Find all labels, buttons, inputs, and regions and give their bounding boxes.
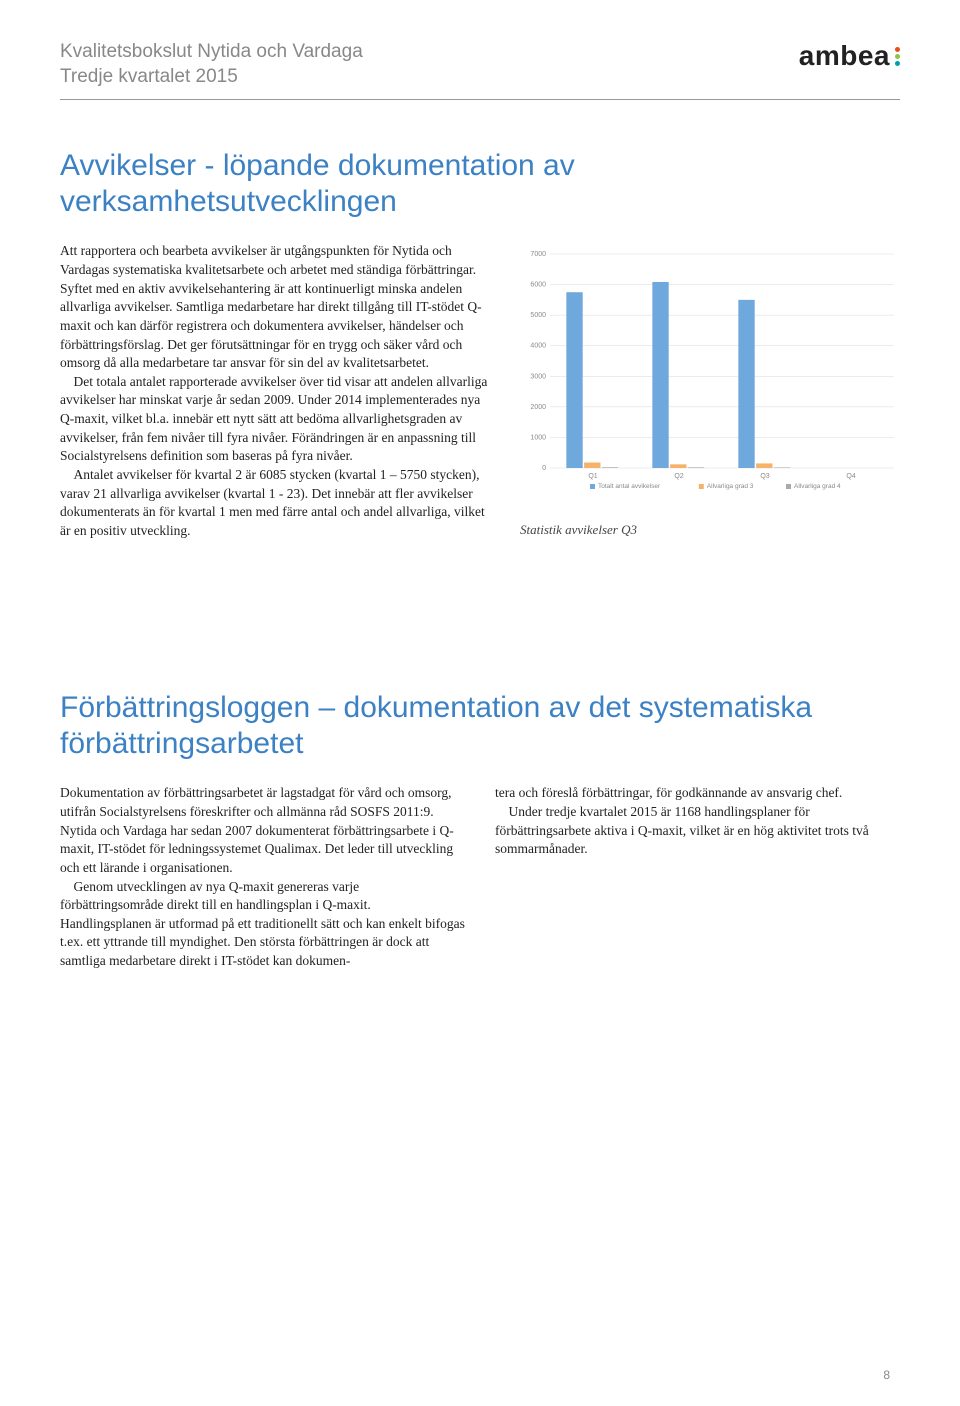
svg-text:Totalt antal avvikelser: Totalt antal avvikelser [598, 483, 661, 490]
svg-text:Q1: Q1 [588, 473, 597, 480]
section1-p3: Antalet avvikelser för kvartal 2 är 6085… [60, 466, 490, 541]
svg-text:1000: 1000 [530, 435, 546, 442]
header-line2: Tredje kvartalet 2015 [60, 65, 363, 90]
section2-left-p2: Genom utvecklingen av nya Q-maxit genere… [60, 878, 465, 971]
svg-text:5000: 5000 [530, 313, 546, 320]
chart-svg: 0 1000 2000 3000 4000 5000 6000 7000 Q1 Q2 Q3 Q4 Tot… [520, 248, 900, 498]
page-header: Kvalitetsbokslut Nytida och Vardaga Tred… [60, 40, 900, 100]
section1-p2: Det totala antalet rapporterade avvikels… [60, 373, 490, 466]
svg-text:Q3: Q3 [760, 473, 769, 480]
section2-right-p2: Under tredje kvartalet 2015 är 1168 hand… [495, 803, 900, 859]
svg-text:Q4: Q4 [846, 473, 855, 480]
section2-title: Förbättringsloggen – dokumentation av de… [60, 690, 900, 762]
logo-dot-2 [895, 54, 900, 59]
section2-right-p1: tera och föreslå förbättringar, för godk… [495, 784, 900, 803]
logo-dot-1 [895, 47, 900, 52]
avvikelser-chart: 0 1000 2000 3000 4000 5000 6000 7000 Q1 Q2 Q3 Q4 Tot… [520, 248, 900, 498]
svg-text:Allvarliga grad 4: Allvarliga grad 4 [794, 483, 841, 490]
section1-body: Att rapportera och bearbeta avvikelser ä… [60, 242, 490, 540]
logo-text: ambea [799, 40, 890, 72]
svg-text:Q2: Q2 [674, 473, 683, 480]
section1-columns: Att rapportera och bearbeta avvikelser ä… [60, 242, 900, 540]
section2-right: tera och föreslå förbättringar, för godk… [495, 784, 900, 970]
logo-dot-3 [895, 61, 900, 66]
section2-columns: Dokumentation av förbättringsarbetet är … [60, 784, 900, 970]
section1-chart-col: 0 1000 2000 3000 4000 5000 6000 7000 Q1 Q2 Q3 Q4 Tot… [520, 242, 900, 538]
svg-text:Allvarliga grad 3: Allvarliga grad 3 [707, 483, 754, 490]
section2-left: Dokumentation av förbättringsarbetet är … [60, 784, 465, 970]
section1-p1: Att rapportera och bearbeta avvikelser ä… [60, 242, 490, 372]
logo-dots [895, 47, 900, 66]
svg-text:4000: 4000 [530, 343, 546, 350]
header-title-block: Kvalitetsbokslut Nytida och Vardaga Tred… [60, 40, 363, 89]
section2: Förbättringsloggen – dokumentation av de… [60, 690, 900, 970]
svg-text:7000: 7000 [530, 251, 546, 258]
svg-text:2000: 2000 [530, 404, 546, 411]
section2-left-p1: Dokumentation av förbättringsarbetet är … [60, 784, 465, 877]
chart-caption: Statistik avvikelser Q3 [520, 522, 900, 538]
svg-text:0: 0 [542, 465, 546, 472]
svg-text:6000: 6000 [530, 282, 546, 289]
svg-text:3000: 3000 [530, 374, 546, 381]
ambea-logo: ambea [799, 40, 900, 72]
page-number: 8 [883, 1368, 890, 1382]
header-line1: Kvalitetsbokslut Nytida och Vardaga [60, 40, 363, 65]
section1-title: Avvikelser - löpande dokumentation av ve… [60, 148, 900, 220]
